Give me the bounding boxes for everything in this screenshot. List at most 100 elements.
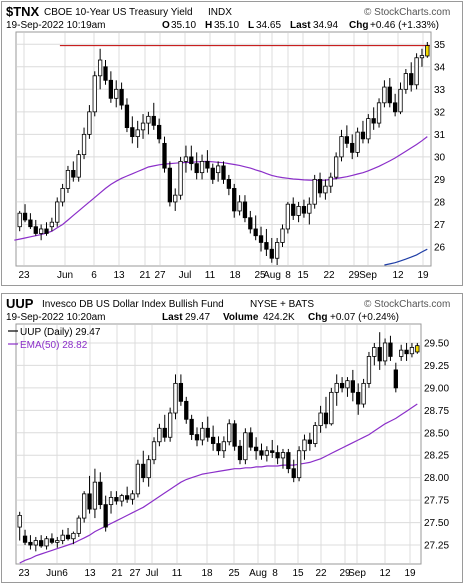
- candle: [237, 439, 243, 465]
- candle: [119, 493, 124, 507]
- quote-chg: +0.46 (+1.33%): [370, 20, 439, 31]
- candle-body: [178, 382, 184, 402]
- x-tick-label: 18: [229, 270, 241, 281]
- candle: [44, 536, 49, 550]
- candle-body: [162, 427, 167, 438]
- candle: [323, 396, 329, 429]
- candle: [205, 150, 210, 173]
- candle: [339, 129, 344, 162]
- y-tick-label: 27.50: [424, 518, 449, 529]
- candle-body: [334, 382, 339, 393]
- candle: [28, 213, 33, 229]
- candle: [296, 446, 302, 482]
- candle: [291, 197, 296, 220]
- candle-body: [194, 434, 200, 441]
- x-tick-label: Jul: [146, 568, 159, 579]
- candle: [76, 150, 81, 182]
- candle-body: [291, 203, 296, 216]
- long-ma-line: [384, 248, 428, 266]
- y-tick-label: 29.50: [424, 338, 449, 349]
- x-tick-label: 12: [392, 270, 404, 281]
- candle: [55, 536, 60, 548]
- candle: [194, 152, 199, 180]
- candle-body: [323, 412, 329, 425]
- candle-body: [103, 504, 108, 528]
- candle: [205, 416, 210, 442]
- candle-body: [146, 459, 151, 479]
- x-tick-label: 12: [379, 568, 391, 579]
- candle-body: [76, 154, 81, 178]
- candle-body: [403, 73, 409, 90]
- candle: [274, 237, 280, 265]
- x-tick-label: Jun6: [46, 568, 68, 579]
- candle-body: [274, 242, 280, 259]
- candle: [307, 197, 312, 225]
- tnx-chart-svg: $TNX CBOE 10-Year US Treasury Yield INDX…: [6, 4, 450, 281]
- candle: [167, 161, 173, 207]
- candle-body: [103, 66, 108, 81]
- candle-body: [269, 248, 274, 259]
- candle-body: [329, 391, 334, 425]
- candle: [258, 226, 264, 252]
- ema-line: [19, 403, 418, 564]
- candle-body: [376, 102, 382, 124]
- candle-body: [151, 115, 156, 126]
- candle-body: [49, 538, 55, 543]
- candle: [92, 468, 98, 519]
- quote-label-chg: Chg: [308, 312, 327, 323]
- x-tick-label: Aug: [263, 270, 281, 281]
- candle: [189, 414, 194, 440]
- candle-body: [108, 79, 114, 99]
- y-tick-label: 28.00: [424, 473, 449, 484]
- candle-body: [55, 201, 60, 223]
- candle: [280, 224, 285, 247]
- x-tick-label: 29: [339, 568, 351, 579]
- candle: [414, 53, 419, 90]
- candle-body: [216, 443, 221, 452]
- candle: [334, 374, 339, 406]
- candle-body: [194, 163, 199, 174]
- x-tick-label: 25: [254, 270, 266, 281]
- candle-body: [119, 495, 124, 502]
- candle-body: [81, 133, 87, 156]
- chart-datetime: 19-Sep-2022 10:19am: [6, 20, 106, 31]
- candle: [49, 217, 55, 232]
- candle: [339, 377, 345, 393]
- candle-body: [313, 425, 318, 444]
- uup-chart-svg: UUP Invesco DB US Dollar Index Bullish F…: [6, 296, 450, 579]
- y-tick-label: 27.25: [424, 541, 449, 552]
- candle: [377, 332, 382, 370]
- candle: [17, 210, 22, 232]
- candle: [184, 396, 189, 424]
- quote-label-last: Last: [290, 20, 311, 31]
- chart-name: Invesco DB US Dollar Index Bullish Fund: [42, 299, 224, 310]
- candle-body: [92, 481, 98, 510]
- x-tick-label: 23: [18, 568, 30, 579]
- x-tick-label: 18: [201, 568, 213, 579]
- candle-body: [253, 446, 259, 452]
- candle: [313, 421, 318, 448]
- candle-body: [17, 514, 22, 528]
- candle-body: [366, 356, 372, 384]
- quote-open: 35.10: [171, 20, 196, 31]
- quote-high: 35.10: [214, 20, 239, 31]
- candle: [130, 490, 135, 505]
- candle: [173, 374, 178, 420]
- candle: [227, 419, 232, 446]
- candle-body: [301, 206, 307, 214]
- candle-body: [114, 497, 119, 502]
- candle-body: [242, 201, 248, 219]
- candle-body: [425, 45, 430, 57]
- x-tick-label: 22: [315, 568, 327, 579]
- candle: [178, 374, 184, 406]
- candle-body: [237, 445, 243, 461]
- candle-body: [393, 369, 398, 389]
- tnx-chart-panel: $TNX CBOE 10-Year US Treasury Yield INDX…: [1, 1, 463, 286]
- candle-body: [167, 412, 173, 438]
- candle: [114, 80, 119, 108]
- candle-body: [264, 242, 269, 250]
- candle: [237, 195, 242, 216]
- candle-body: [296, 450, 302, 479]
- candle-body: [130, 493, 135, 500]
- candle: [388, 335, 393, 361]
